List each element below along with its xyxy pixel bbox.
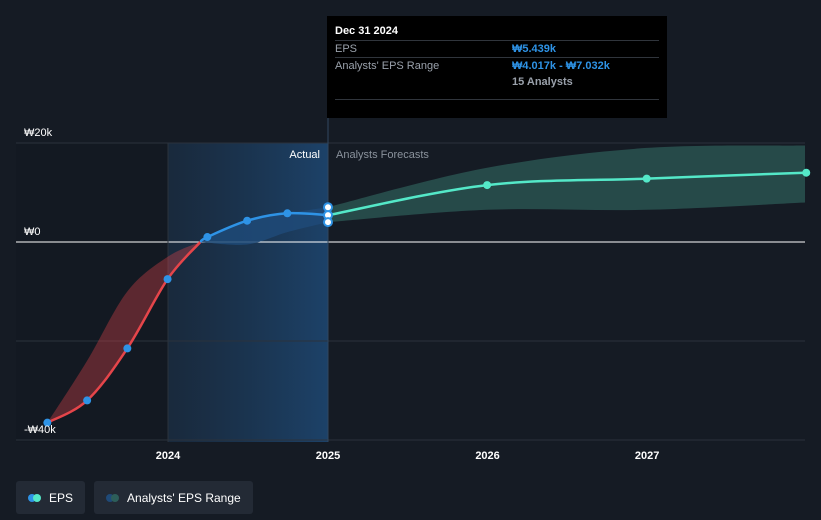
tooltip: Dec 31 2024 EPS ₩5.439k Analysts' EPS Ra… <box>327 16 667 118</box>
legend-range-label: Analysts' EPS Range <box>127 490 241 505</box>
legend-range[interactable]: Analysts' EPS Range <box>94 481 253 514</box>
x-tick-label: 2027 <box>635 450 659 462</box>
tooltip-range-row: Analysts' EPS Range ₩4.017k - ₩7.032k <box>335 57 659 74</box>
eps-legend-swatch-icon <box>28 493 41 502</box>
eps-actual-point <box>243 216 252 225</box>
tooltip-date: Dec 31 2024 <box>335 25 398 37</box>
y-tick-label: ₩20k <box>24 127 53 139</box>
y-tick-label: -₩40k <box>24 424 56 436</box>
eps-actual-point <box>163 275 172 284</box>
tooltip-range-value: ₩4.017k - ₩7.032k <box>512 60 610 72</box>
historical-range-positive <box>200 207 328 245</box>
past-year-shading <box>168 143 328 442</box>
legend: EPS Analysts' EPS Range <box>16 481 253 514</box>
eps-forecast-point <box>802 168 811 177</box>
range-legend-swatch-icon <box>106 493 120 502</box>
legend-eps-label: EPS <box>49 490 74 505</box>
eps-forecast-point <box>483 181 492 190</box>
tooltip-eps-row: EPS ₩5.439k <box>335 40 659 57</box>
eps-actual-point <box>43 418 52 427</box>
early-period-shading <box>16 143 168 442</box>
tooltip-divider <box>335 99 659 100</box>
forecast-range-band <box>327 145 805 223</box>
tooltip-eps-value: ₩5.439k <box>512 43 557 55</box>
tooltip-range-label: Analysts' EPS Range <box>335 60 440 72</box>
eps-actual-point <box>283 209 292 218</box>
x-tick-label: 2024 <box>156 450 181 462</box>
legend-eps[interactable]: EPS <box>16 481 86 514</box>
eps-actual-point <box>123 344 132 353</box>
tooltip-analysts-row: 15 Analysts <box>335 74 659 90</box>
eps-actual-point <box>203 233 212 242</box>
hover-point <box>323 217 333 228</box>
historical-range-negative <box>47 237 208 423</box>
tooltip-eps-label: EPS <box>335 43 358 55</box>
eps-forecast-point <box>642 174 651 183</box>
eps-chart: ₩20k ₩0 -₩40k 2024 2025 2026 2027 Actual Analyst… <box>16 16 811 462</box>
x-tick-label: 2025 <box>316 450 340 462</box>
eps-actual-point <box>83 396 92 405</box>
hover-point <box>323 202 333 213</box>
eps-forecast-line <box>327 171 806 217</box>
actual-label: Actual <box>289 149 320 161</box>
y-tick-label: ₩0 <box>24 226 41 238</box>
tooltip-analysts-count: 15 Analysts <box>512 76 573 88</box>
x-tick-label: 2026 <box>475 450 499 462</box>
forecast-label: Analysts Forecasts <box>336 149 429 161</box>
